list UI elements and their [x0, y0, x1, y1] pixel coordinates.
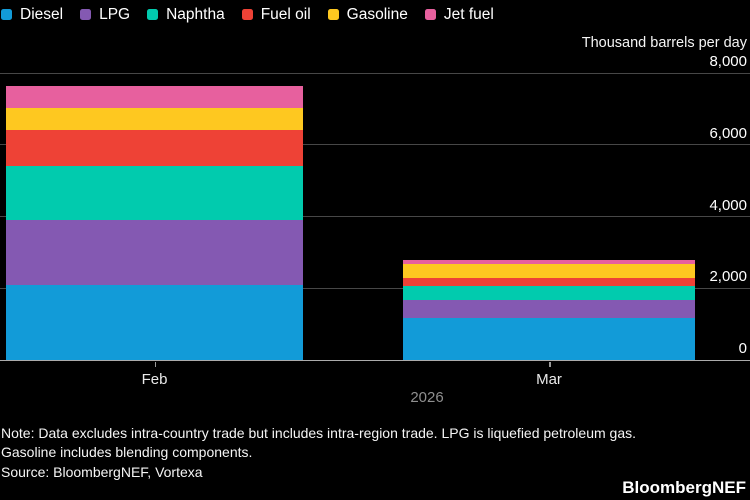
chart-legend: Diesel LPG Naphtha Fuel oil Gasoline Jet fuel — [1, 7, 494, 22]
legend-item-lpg: LPG — [80, 7, 130, 22]
source-line: Source: BloombergNEF, Vortexa — [1, 463, 203, 480]
bar-mar-segment-jet-fuel — [403, 259, 695, 264]
legend-swatch-icon — [80, 9, 92, 20]
footnote-block: Note: Data excludes intra-country trade … — [1, 424, 636, 482]
gridline-2000 — [0, 287, 750, 289]
legend-item-diesel: Diesel — [1, 7, 63, 22]
x-axis-tick-feb — [154, 361, 156, 367]
bar-feb-segment-diesel — [6, 284, 303, 360]
legend-label: Jet fuel — [443, 6, 494, 23]
legend-swatch-icon — [241, 9, 253, 20]
legend-swatch-icon — [147, 9, 159, 20]
bar-mar-segment-fuel-oil — [403, 278, 695, 287]
x-axis-baseline — [0, 359, 750, 362]
gridline-4000 — [0, 216, 750, 217]
bar-feb-segment-lpg — [6, 219, 303, 285]
legend-label: Fuel oil — [260, 6, 311, 23]
legend-label: Naphtha — [166, 6, 225, 23]
bar-feb-segment-fuel-oil — [6, 130, 303, 166]
legend-item-jet-fuel: Jet fuel — [424, 6, 494, 23]
legend-swatch-icon — [1, 9, 12, 20]
bar-mar-segment-naphtha — [403, 286, 695, 300]
gridline-8000 — [0, 72, 750, 74]
legend-swatch-icon — [327, 9, 339, 20]
legend-label: Gasoline — [346, 6, 408, 23]
bar-feb-segment-jet-fuel — [6, 86, 303, 108]
x-axis-label-feb: Feb — [141, 371, 168, 388]
x-axis-label-mar: Mar — [536, 371, 562, 388]
y-axis-tick-label-8000: 8,000 — [709, 53, 747, 70]
x-axis-tick-mar — [549, 361, 551, 367]
bar-feb-segment-naphtha — [6, 165, 303, 220]
footnote-line-2: Gasoline includes blending components. — [1, 444, 253, 461]
bar-feb-segment-gasoline — [6, 107, 303, 131]
y-axis-tick-label-6000: 6,000 — [709, 124, 747, 142]
legend-item-naphtha: Naphtha — [147, 7, 225, 22]
legend-label: Diesel — [20, 6, 64, 23]
bar-mar-segment-lpg — [403, 299, 695, 318]
y-axis-tick-label-2000: 2,000 — [709, 268, 747, 286]
x-axis-year-label: 2026 — [410, 389, 444, 406]
bloombergnef-logo: BloombergNEF — [622, 478, 746, 497]
bar-mar-segment-diesel — [403, 317, 695, 360]
y-axis-tick-label-0: 0 — [738, 340, 747, 357]
bar-mar-segment-gasoline — [403, 263, 695, 279]
legend-item-fuel-oil: Fuel oil — [241, 6, 311, 23]
legend-label: LPG — [99, 6, 131, 23]
gridline-6000 — [0, 144, 750, 146]
legend-swatch-icon — [424, 9, 436, 20]
y-axis-tick-label-4000: 4,000 — [709, 196, 747, 214]
y-axis-unit-label: Thousand barrels per day — [581, 35, 747, 51]
footnote-line-1: Note: Data excludes intra-country trade … — [1, 425, 637, 441]
legend-item-gasoline: Gasoline — [327, 6, 408, 23]
